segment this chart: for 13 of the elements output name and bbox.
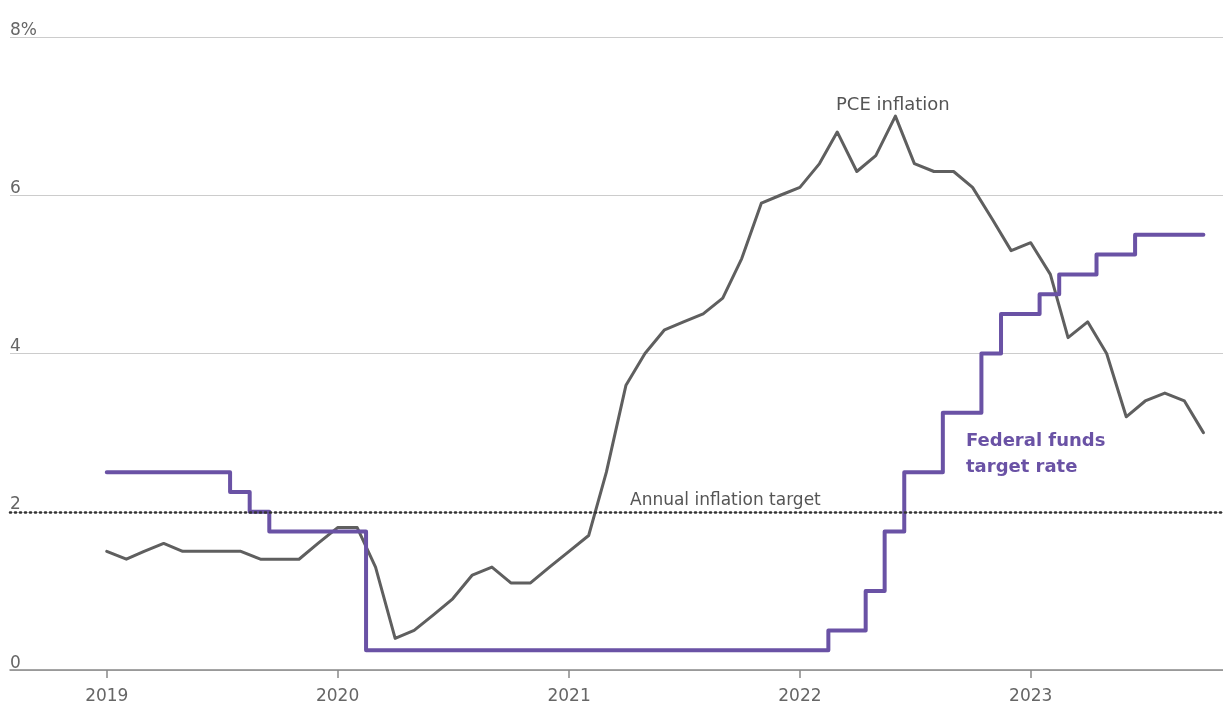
x-tick-label: 2020 <box>315 684 360 705</box>
x-tick-label: 2023 <box>1009 684 1053 705</box>
y-tick-label: 6 <box>10 176 21 197</box>
y-tick-label: 2 <box>10 493 21 514</box>
x-tick-label: 2019 <box>85 684 129 705</box>
y-tick-label: 4 <box>10 335 21 355</box>
x-tick-label: 2021 <box>547 684 591 705</box>
y-tick-label: 8% <box>10 18 37 39</box>
ref-line-label: Annual inflation target <box>630 489 822 510</box>
y-tick-label: 0 <box>10 651 21 672</box>
x-tick-label: 2022 <box>778 684 822 705</box>
series-label: Federal funds target rate <box>966 428 1112 476</box>
series-label: PCE inflation <box>836 92 950 114</box>
